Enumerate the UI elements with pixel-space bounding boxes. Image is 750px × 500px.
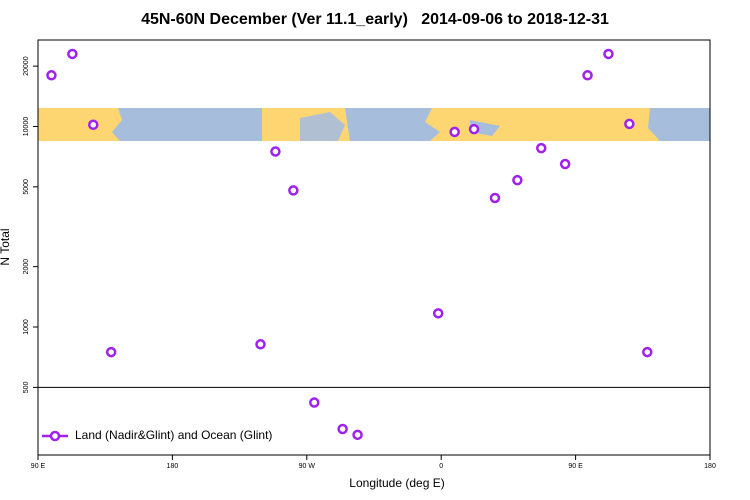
- point: [288, 185, 299, 196]
- point: [67, 48, 78, 60]
- y-tick-label: 1000: [23, 319, 30, 335]
- legend-marker: [49, 430, 61, 442]
- point: [489, 192, 501, 204]
- chart-title: 45N-60N December (Ver 11.1_early) 2014-0…: [141, 11, 609, 28]
- point: [559, 158, 571, 170]
- point: [536, 142, 547, 154]
- point: [46, 70, 57, 81]
- point: [88, 119, 99, 131]
- point: [105, 346, 117, 358]
- y-tick-label: 500: [23, 381, 30, 393]
- x-tick-label: 180: [167, 463, 179, 470]
- y-tick-label: 10000: [23, 117, 30, 137]
- point: [337, 423, 348, 435]
- point: [270, 146, 281, 157]
- x-tick-label: 180: [704, 463, 716, 470]
- x-tick-label: 90 W: [299, 463, 316, 470]
- x-tick-label: 90 E: [31, 463, 46, 470]
- point: [432, 308, 444, 319]
- point: [624, 118, 635, 130]
- point: [582, 70, 593, 81]
- point: [309, 397, 320, 408]
- plot-frame: [37, 39, 711, 456]
- x-tick-label: 90 E: [568, 463, 583, 470]
- point: [449, 126, 460, 138]
- x-tick-label: 0: [439, 463, 443, 470]
- legend-label: Land (Nadir&Glint) and Ocean (Glint): [75, 428, 272, 442]
- map-band: [38, 108, 710, 141]
- point: [642, 346, 653, 358]
- y-tick-label: 5000: [23, 179, 30, 195]
- x-axis-title: Longitude (deg E): [349, 476, 444, 490]
- point: [468, 123, 480, 135]
- point: [512, 174, 523, 186]
- point: [255, 339, 266, 350]
- y-axis-title: N Total: [0, 228, 12, 265]
- point: [352, 429, 363, 441]
- y-tick-label: 20000: [23, 56, 30, 76]
- y-tick-label: 2000: [23, 259, 30, 275]
- point: [603, 48, 614, 60]
